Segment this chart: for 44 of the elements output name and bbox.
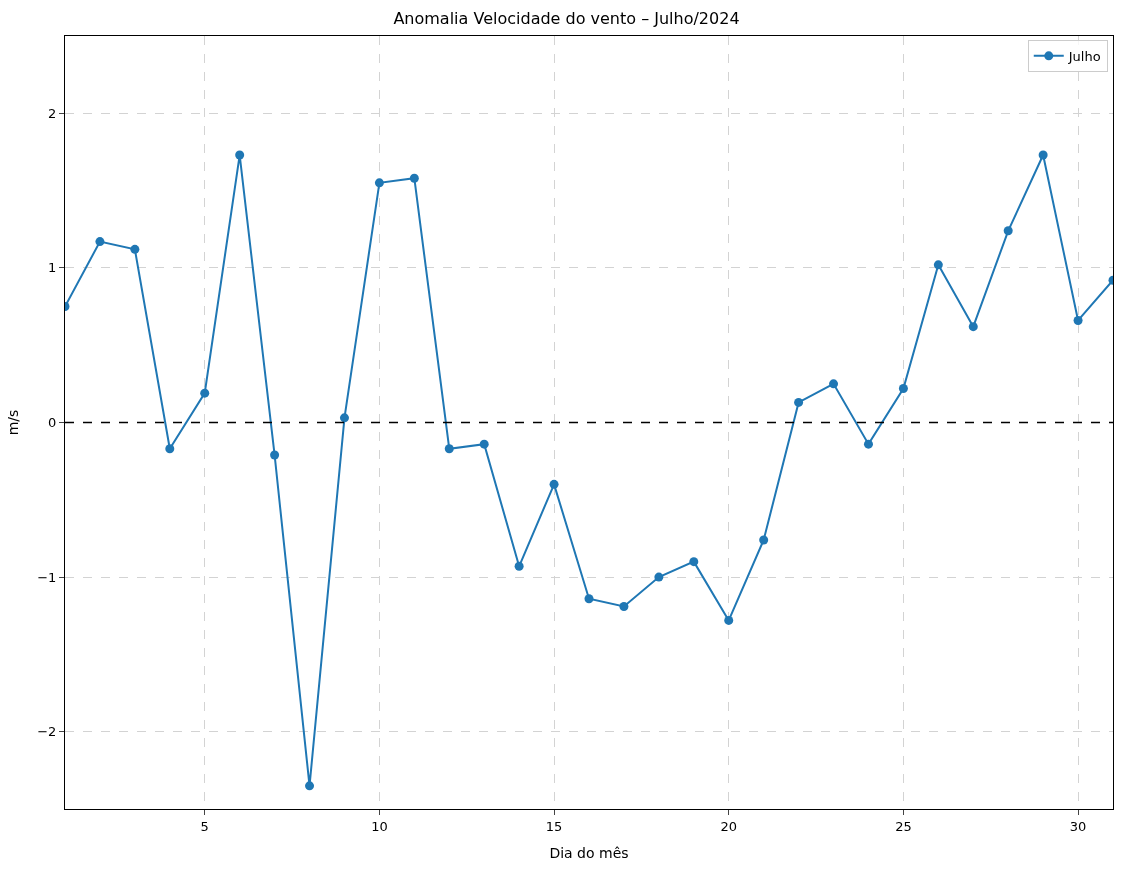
point [374,178,384,188]
point [165,444,175,454]
point [689,557,699,567]
point [898,383,908,393]
point [200,388,210,398]
y-tick-label: 1 [48,260,57,276]
point [584,594,594,604]
point [654,572,664,582]
point [305,781,315,791]
y-tick-label: 2 [48,105,57,121]
legend-label: Julho [1067,48,1101,64]
x-tick-label: 30 [1069,818,1087,834]
point [409,173,419,183]
x-tick-label: 15 [545,818,563,834]
point [444,444,454,454]
point [549,479,559,489]
point [95,237,105,247]
point [724,615,734,625]
x-tick-label: 25 [895,818,912,834]
point [794,397,804,407]
y-tick-label: 0 [48,415,57,431]
point [1073,315,1083,325]
point [1038,150,1048,160]
point [130,244,140,254]
point [514,561,524,571]
y-tick-label: −1 [37,569,57,585]
x-axis-title: Dia do mês [549,844,629,861]
y-axis-title: m/s [4,409,21,436]
point [339,413,349,423]
point [968,322,978,332]
point [759,535,769,545]
x-tick-label: 10 [371,818,388,834]
point [1003,226,1013,236]
point [863,439,873,449]
y-tick-label: −2 [37,724,57,740]
point [479,439,489,449]
x-tick-label: 20 [720,818,737,834]
chart-title: Anomalia Velocidade do vento – Julho/2024 [393,9,740,29]
point [619,601,629,611]
x-tick-label: 5 [200,818,209,834]
point [933,260,943,270]
point [270,450,280,460]
point [829,379,839,389]
point [235,150,245,160]
